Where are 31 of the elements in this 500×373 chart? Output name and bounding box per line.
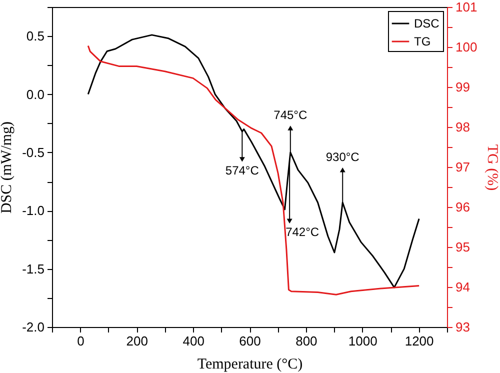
y-tick-label: -0.5 <box>22 144 44 160</box>
annotation: 745°C <box>274 108 308 122</box>
x-tick-label: 0 <box>77 334 84 348</box>
y-tick-label: 0.5 <box>26 28 44 44</box>
y2-tick-label: 98 <box>456 120 470 134</box>
legend-label: DSC <box>414 16 440 30</box>
y2-tick-label: 97 <box>456 160 470 174</box>
annotation: 742°C <box>286 225 320 240</box>
annotation: 574°C <box>225 163 260 178</box>
y2-tick-label: 99 <box>456 80 470 94</box>
y2-tick-label: 95 <box>456 240 470 254</box>
y-tick-label: -1.5 <box>22 261 44 276</box>
x-axis-title: Temperature (°C) <box>197 356 303 372</box>
y2-tick-label: 101 <box>456 0 478 14</box>
y2-tick-label: 93 <box>456 320 470 334</box>
y2-axis-title: TG (%) <box>484 144 500 191</box>
y2-tick-label: 94 <box>456 280 470 294</box>
y-tick-label: -2.0 <box>22 320 44 334</box>
x-tick-label: 1200 <box>404 334 434 348</box>
x-tick-label: 200 <box>126 334 148 348</box>
y2-tick-label: 96 <box>456 200 470 214</box>
y-tick-label: -1.0 <box>22 203 44 218</box>
y2-tick-label: 100 <box>456 40 478 54</box>
legend-label: TG <box>414 34 431 48</box>
annotation: 930°C <box>326 150 360 164</box>
x-tick-label: 600 <box>239 334 261 348</box>
x-tick-label: 400 <box>182 334 204 348</box>
y-axis-title: DSC (mW/mg) <box>0 121 16 214</box>
x-tick-label: 1000 <box>348 334 378 348</box>
y-tick-label: 0.0 <box>26 86 44 102</box>
x-tick-label: 800 <box>296 334 318 348</box>
